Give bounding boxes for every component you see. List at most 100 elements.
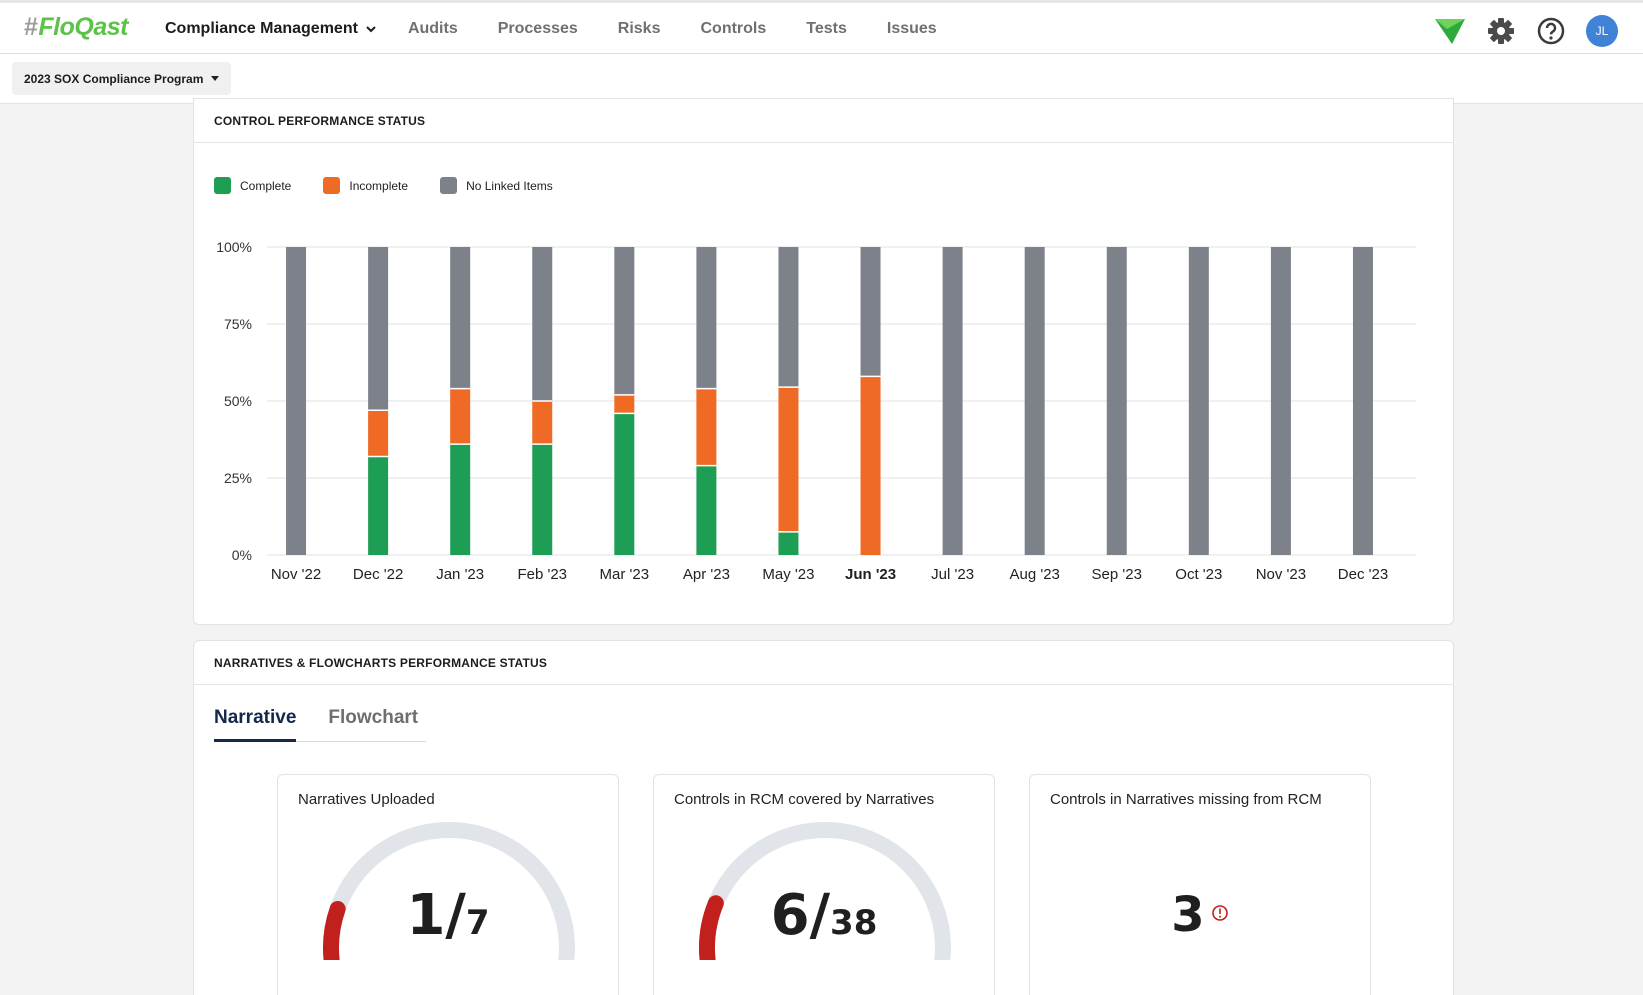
stat-narratives-uploaded: Narratives Uploaded 1/7	[277, 774, 619, 995]
bar-segment	[614, 413, 635, 555]
nav-tests[interactable]: Tests	[806, 19, 847, 37]
bar-segment	[942, 247, 963, 555]
y-tick-label: 75%	[224, 316, 252, 332]
x-tick-label: Nov '22	[271, 566, 321, 583]
stat-value: 3	[1030, 887, 1370, 943]
chevron-down-icon	[366, 25, 376, 32]
x-tick-label: Dec '23	[1338, 566, 1388, 583]
stat-title: Controls in RCM covered by Narratives	[674, 791, 935, 808]
y-tick-label: 50%	[224, 393, 252, 409]
legend-complete: Complete	[214, 177, 291, 194]
help-icon[interactable]	[1536, 16, 1566, 46]
bar-segment	[696, 247, 717, 389]
x-tick-label: Apr '23	[683, 566, 730, 583]
bar-segment	[778, 387, 799, 532]
nav-processes[interactable]: Processes	[497, 19, 578, 37]
bar-segment	[778, 247, 799, 388]
compliance-management-label: Compliance Management	[165, 19, 358, 37]
bar-segment	[1106, 247, 1127, 555]
header-actions: JL	[1414, 15, 1618, 47]
bar-segment	[1270, 247, 1291, 555]
program-dropdown-label: 2023 SOX Compliance Program	[24, 71, 204, 86]
stat-count: 1	[406, 883, 446, 948]
narratives-card: NARRATIVES & FLOWCHARTS PERFORMANCE STAT…	[193, 640, 1454, 995]
gauge-fill	[699, 895, 724, 960]
gauge-fill	[323, 900, 346, 960]
y-tick-label: 25%	[224, 470, 252, 486]
stat-title: Controls in Narratives missing from RCM	[1050, 791, 1322, 808]
bar-segment	[368, 410, 389, 457]
x-tick-label: Feb '23	[517, 566, 567, 583]
legend-label-no-linked: No Linked Items	[466, 178, 553, 193]
main-nav: Compliance Management Audits Processes R…	[165, 3, 977, 54]
legend-swatch-complete	[214, 177, 231, 194]
gauge-controls-covered	[699, 822, 951, 960]
bar-segment	[1024, 247, 1045, 555]
tab-narrative[interactable]: Narrative	[214, 703, 297, 742]
x-tick-label: Nov '23	[1256, 566, 1306, 583]
gauge-narratives-uploaded	[323, 822, 575, 960]
tab-flowchart[interactable]: Flowchart	[328, 707, 419, 728]
send-icon[interactable]	[1434, 17, 1466, 45]
narratives-tabs: Narrative Flowchart	[214, 703, 426, 742]
bar-segment	[450, 388, 471, 445]
x-tick-label: Oct '23	[1175, 566, 1222, 583]
alert-icon[interactable]	[1211, 904, 1229, 922]
bar-segment	[532, 247, 553, 401]
narratives-title: NARRATIVES & FLOWCHARTS PERFORMANCE STAT…	[194, 641, 1453, 685]
chart-legend: Complete Incomplete No Linked Items	[214, 177, 585, 194]
stat-total: 38	[830, 903, 878, 943]
legend-incomplete: Incomplete	[323, 177, 408, 194]
bar-segment	[860, 376, 881, 555]
bar-segment	[450, 247, 471, 389]
compliance-management-menu[interactable]: Compliance Management	[165, 20, 376, 38]
stat-count: 6	[770, 883, 810, 948]
bar-segment	[696, 388, 717, 466]
control-performance-title: CONTROL PERFORMANCE STATUS	[194, 99, 1453, 143]
top-bar: #FloQast Compliance Management Audits Pr…	[0, 0, 1643, 54]
nav-issues[interactable]: Issues	[886, 19, 937, 37]
bar-segment	[614, 394, 635, 414]
stat-value: 1/7	[278, 883, 618, 948]
caret-down-icon	[211, 76, 220, 81]
bar-segment	[532, 401, 553, 445]
bar-segment	[696, 465, 717, 555]
x-tick-label: May '23	[762, 566, 814, 583]
program-dropdown[interactable]: 2023 SOX Compliance Program	[12, 62, 232, 95]
control-performance-card: CONTROL PERFORMANCE STATUS Complete Inco…	[193, 98, 1454, 625]
stat-slash: /	[445, 883, 466, 948]
y-tick-label: 100%	[216, 239, 252, 255]
bar-segment	[1188, 247, 1209, 555]
control-performance-chart: 0% 25% 50% 75% 100% Nov '22 Dec '22 Jan '23 Feb …	[216, 239, 1416, 583]
bar-segment	[368, 247, 389, 411]
bar-segment	[778, 531, 799, 555]
x-tick-label: Sep '23	[1092, 566, 1142, 583]
stat-title: Narratives Uploaded	[298, 791, 435, 808]
stat-value: 6/38	[654, 883, 994, 948]
bar-segment	[860, 247, 881, 377]
nav-controls[interactable]: Controls	[700, 19, 767, 37]
sub-bar: 2023 SOX Compliance Program	[0, 54, 1643, 104]
x-tick-label: Dec '22	[353, 566, 403, 583]
stat-controls-covered: Controls in RCM covered by Narratives 6/…	[653, 774, 995, 995]
legend-label-incomplete: Incomplete	[349, 178, 409, 193]
bar-segment	[1352, 247, 1373, 555]
bar-segment	[614, 247, 635, 395]
y-tick-label: 0%	[232, 547, 252, 563]
legend-label-complete: Complete	[240, 178, 292, 193]
gear-icon[interactable]	[1486, 16, 1516, 46]
bar-segment	[368, 456, 389, 555]
stat-slash: /	[809, 883, 831, 948]
legend-swatch-no-linked	[440, 177, 458, 194]
stat-count: 3	[1171, 887, 1205, 943]
legend-no-linked: No Linked Items	[440, 177, 553, 194]
nav-audits[interactable]: Audits	[407, 19, 458, 37]
legend-swatch-incomplete	[323, 177, 341, 194]
bar-segment	[286, 247, 307, 555]
stat-controls-missing: Controls in Narratives missing from RCM …	[1029, 774, 1371, 995]
x-tick-label: Aug '23	[1009, 566, 1059, 583]
nav-risks[interactable]: Risks	[617, 19, 661, 37]
user-avatar[interactable]: JL	[1586, 15, 1618, 47]
floqast-logo[interactable]: #FloQast	[24, 13, 128, 41]
bar-segment	[532, 444, 553, 555]
